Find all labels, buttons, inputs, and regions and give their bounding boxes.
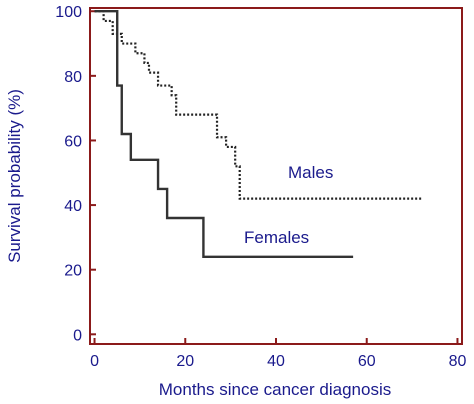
x-tick-label: 80 — [449, 353, 467, 370]
plot-area — [89, 7, 463, 345]
series-label-females: Females — [244, 228, 309, 247]
x-tick-label: 40 — [267, 353, 285, 370]
x-tick-label: 60 — [358, 353, 376, 370]
y-tick-label: 100 — [55, 4, 82, 21]
y-tick-label: 60 — [64, 133, 82, 150]
series-line-females — [94, 10, 354, 258]
y-tick-label: 80 — [64, 69, 82, 86]
axis-ticks: 0 20 40 60 80 0 20 40 60 80 100 — [55, 4, 466, 370]
y-tick-label: 40 — [64, 198, 82, 215]
y-tick-label: 20 — [64, 263, 82, 280]
y-tick-label: 0 — [73, 327, 82, 344]
x-axis-title: Months since cancer diagnosis — [159, 380, 391, 399]
y-axis-title: Survival probability (%) — [5, 89, 24, 263]
series-label-males: Males — [288, 163, 333, 182]
series-lines — [94, 10, 422, 258]
x-tick-label: 0 — [90, 353, 99, 370]
x-tick-label: 20 — [176, 353, 194, 370]
